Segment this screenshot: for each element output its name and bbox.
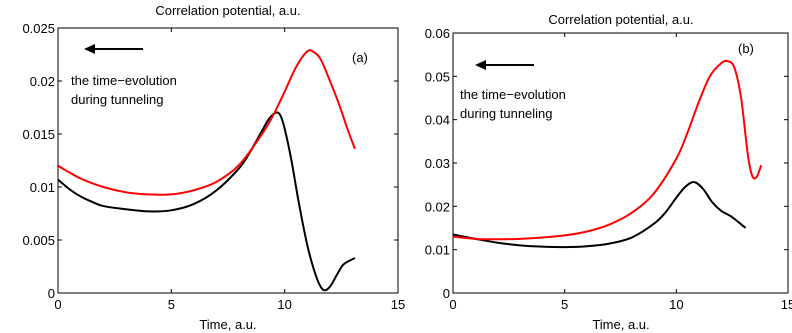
y-tick-label: 0.02 bbox=[425, 199, 450, 214]
panel-b-title: Correlation potential, a.u. bbox=[548, 12, 693, 27]
series-line-red bbox=[58, 49, 356, 196]
y-tick-label: 0.03 bbox=[425, 156, 450, 171]
y-tick-label: 0.01 bbox=[425, 243, 450, 258]
y-tick-label: 0.005 bbox=[22, 233, 55, 248]
panel-b-annotation-line2: during tunneling bbox=[460, 106, 553, 121]
panel-a-plot-area bbox=[57, 27, 399, 294]
x-tick-label: 0 bbox=[449, 297, 456, 312]
y-tick-label: 0.06 bbox=[425, 26, 450, 41]
panel-b-xlabel: Time, a.u. bbox=[592, 317, 649, 332]
y-tick-label: 0.015 bbox=[22, 127, 55, 142]
y-tick-label: 0.05 bbox=[425, 69, 450, 84]
series-line-red bbox=[453, 59, 763, 241]
panel-b-annotation-line1: the time−evolution bbox=[460, 87, 566, 102]
panel-b-plot-area bbox=[452, 32, 789, 294]
panel-b-label: (b) bbox=[738, 41, 754, 56]
series-line-black bbox=[58, 111, 356, 292]
y-tick-label: 0.01 bbox=[30, 180, 55, 195]
y-tick-label: 0.02 bbox=[30, 74, 55, 89]
x-tick-label: 5 bbox=[561, 297, 568, 312]
series-line-black bbox=[453, 181, 747, 249]
x-tick-label: 15 bbox=[781, 297, 792, 312]
x-tick-label: 0 bbox=[54, 297, 61, 312]
x-tick-label: 10 bbox=[669, 297, 683, 312]
x-tick-label: 10 bbox=[277, 297, 291, 312]
panel-a: Correlation potential, a.u. 0 0.005 0.01 0.… bbox=[22, 3, 405, 332]
panel-b-arrow bbox=[475, 60, 534, 70]
y-tick-label: 0 bbox=[48, 286, 55, 301]
x-tick-label: 5 bbox=[168, 297, 175, 312]
panel-a-xlabel: Time, a.u. bbox=[199, 317, 256, 332]
panel-a-annotation-line1: the time−evolution bbox=[71, 73, 177, 88]
panel-a-title: Correlation potential, a.u. bbox=[155, 3, 300, 18]
y-tick-label: 0.025 bbox=[22, 21, 55, 36]
panel-a-annotation-line2: during tunneling bbox=[71, 92, 164, 107]
y-tick-label: 0 bbox=[443, 286, 450, 301]
y-tick-label: 0.04 bbox=[425, 113, 450, 128]
x-tick-label: 15 bbox=[391, 297, 405, 312]
panel-a-label: (a) bbox=[352, 50, 368, 65]
panel-a-arrow bbox=[84, 44, 143, 54]
panel-b: Correlation potential, a.u. 0 0.01 0.02 0.0… bbox=[425, 12, 792, 332]
